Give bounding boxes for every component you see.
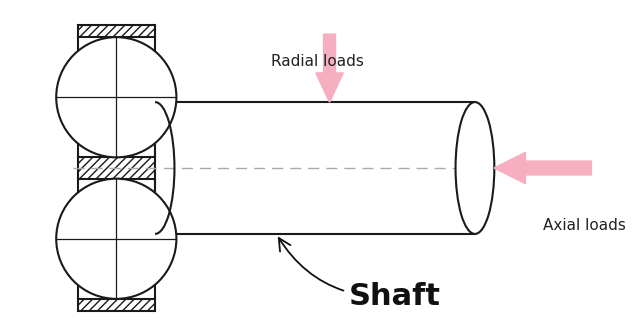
Circle shape [56, 37, 177, 157]
Bar [77, 157, 155, 179]
Bar [77, 299, 155, 311]
FancyArrow shape [494, 153, 591, 183]
Circle shape [56, 179, 177, 299]
Text: Radial loads: Radial loads [271, 54, 364, 69]
Text: Axial loads: Axial loads [543, 218, 626, 234]
Ellipse shape [456, 102, 494, 234]
Bar [77, 25, 155, 311]
Bar [155, 102, 475, 234]
Bar [77, 25, 155, 37]
Text: Shaft: Shaft [279, 238, 441, 311]
FancyArrow shape [316, 34, 343, 102]
